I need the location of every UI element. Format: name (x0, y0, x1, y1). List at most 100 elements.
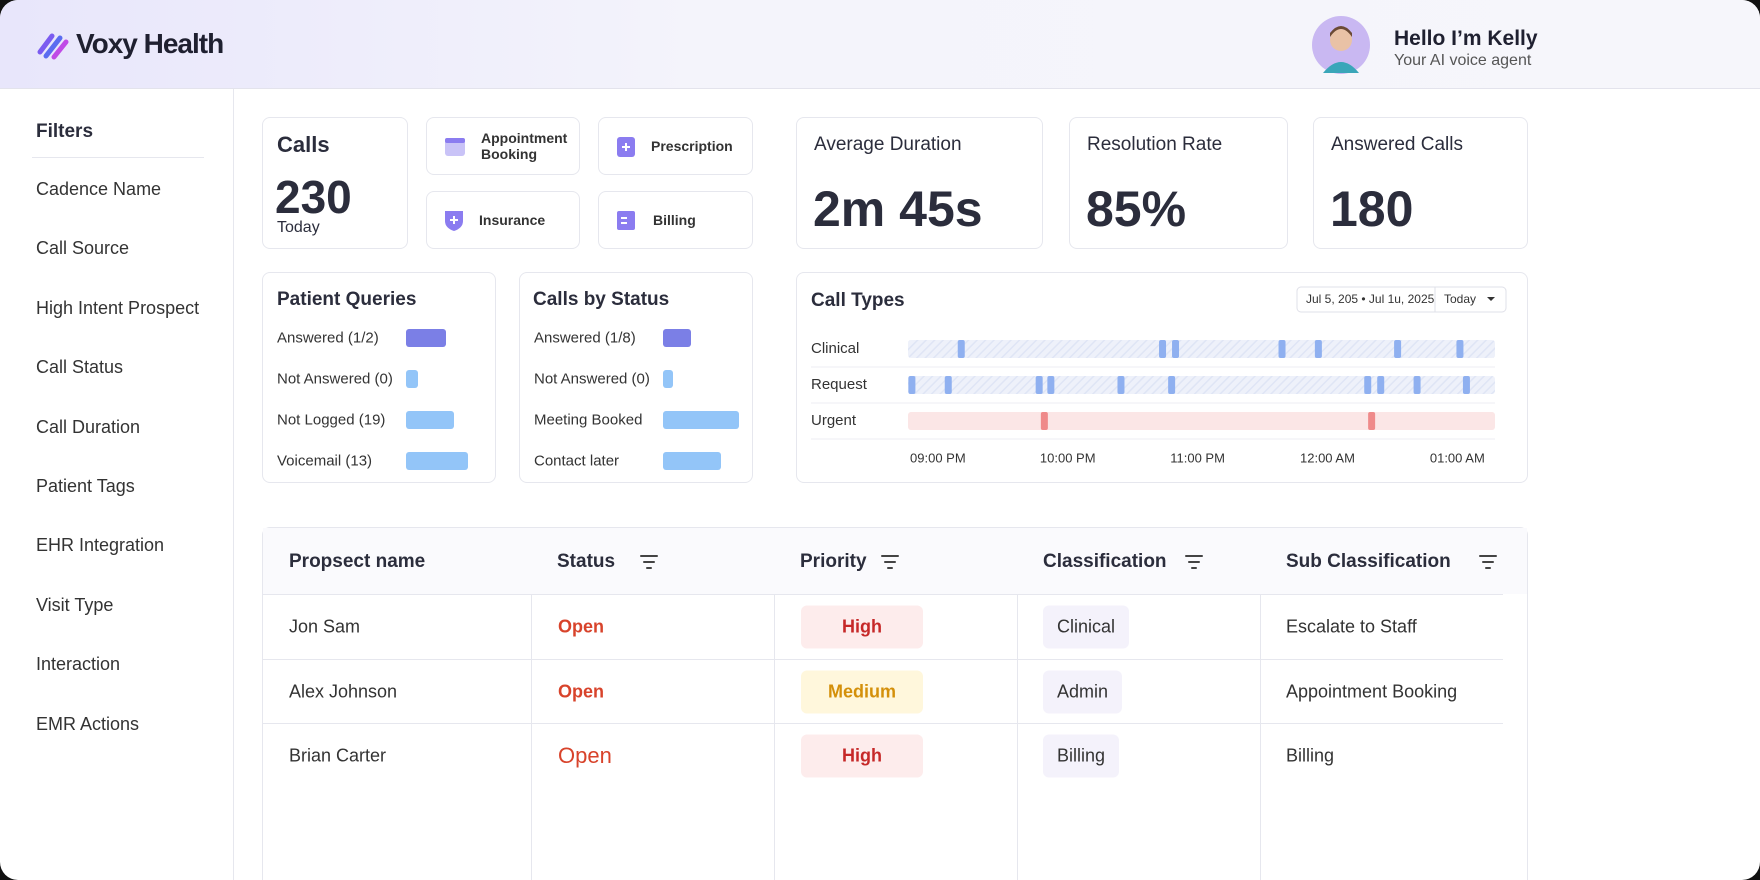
x-tick-label: 11:00 PM (1170, 450, 1225, 465)
filter-icon[interactable] (1478, 552, 1498, 572)
prospect-name: Brian Carter (289, 745, 387, 766)
event-mark (1314, 340, 1322, 358)
filter-icon[interactable] (880, 552, 900, 572)
category-label: Appointment Booking (481, 130, 568, 162)
classification-chip: Billing (1043, 734, 1120, 778)
row-divider (263, 723, 1503, 724)
prospect-name: Jon Sam (289, 616, 361, 637)
status-bar (663, 452, 721, 470)
filter-lines (881, 555, 899, 569)
brand: Voxy Health (76, 28, 224, 59)
calls-by-status-card: Calls by Status Answered (1/8) Not Answer… (519, 272, 753, 483)
agent-avatar (1312, 16, 1370, 74)
column-header: Sub Classification (1286, 551, 1451, 572)
sub-classification: Escalate to Staff (1286, 616, 1417, 637)
stat-value: 85% (1086, 181, 1187, 237)
status-bar (406, 411, 454, 429)
priority-badge: Medium (801, 670, 923, 713)
filter-icon[interactable] (639, 552, 659, 572)
sidebar: Filters Cadence Name Call Source High Inte… (0, 89, 234, 880)
dropdown-caret (1487, 297, 1495, 301)
call-types-card: Call Types Jul 5, 205 • Jul 1u, 2025 Tod… (796, 272, 1528, 483)
period-select[interactable]: Today (1444, 292, 1476, 306)
event-mark (908, 376, 916, 394)
column-divider (531, 528, 532, 880)
divider (32, 157, 204, 158)
sub-classification: Billing (1286, 745, 1335, 766)
chart-title: Call Types (811, 290, 905, 311)
calendar-icon (445, 138, 465, 156)
calls-period: Today (277, 219, 320, 236)
category-tile[interactable]: Billing (598, 191, 753, 249)
status-bar (406, 329, 446, 347)
filter-item[interactable]: High Intent Prospect (36, 297, 200, 318)
column-header: Classification (1043, 551, 1167, 572)
x-tick-label: 10:00 PM (1040, 450, 1096, 465)
row-divider (263, 594, 1503, 595)
sub-classification: Appointment Booking (1286, 681, 1458, 701)
status-label: Voicemail (13) (277, 452, 373, 470)
filter-icon[interactable] (1184, 552, 1204, 572)
filter-item[interactable]: Interaction (36, 654, 121, 675)
track (908, 376, 1495, 394)
event-mark (1413, 376, 1421, 394)
status-bar (663, 411, 739, 429)
category-tile[interactable]: Prescription (598, 117, 753, 175)
status-label: Not Answered (0) (534, 370, 650, 388)
filter-item[interactable]: Patient Tags (36, 476, 135, 496)
priority-badge: High (801, 734, 923, 778)
column-divider (774, 528, 775, 880)
logo-icon (37, 33, 69, 60)
filter-lines (640, 555, 658, 569)
filter-item[interactable]: Call Status (36, 357, 124, 378)
filter-lines (1185, 555, 1203, 569)
prospects-table: Propsect name Status Priority Classificatio… (262, 527, 1528, 880)
column-header: Priority (800, 551, 867, 572)
category-tile[interactable]: Appointment Booking (426, 117, 580, 175)
track (908, 412, 1495, 430)
calls-count: 230 (275, 171, 352, 223)
filter-item[interactable]: Call Duration (36, 416, 141, 437)
event-mark (1040, 412, 1048, 430)
filter-item[interactable]: Call Source (36, 238, 130, 259)
track (908, 340, 1495, 358)
shield-icon (445, 211, 463, 231)
status-label: Meeting Booked (534, 411, 643, 429)
stat-value: 180 (1330, 181, 1414, 237)
filter-item[interactable]: EHR Integration (36, 535, 165, 556)
stat-card: Average Duration 2m 45s (796, 117, 1043, 249)
filter-item[interactable]: Cadence Name (36, 179, 162, 199)
status-label: Answered (1/8) (534, 329, 636, 347)
event-mark (1168, 376, 1176, 394)
status-bar (406, 370, 418, 388)
event-mark (1278, 340, 1286, 358)
category-tile[interactable]: Insurance (426, 191, 580, 249)
agent-role: Your AI voice agent (1394, 52, 1532, 69)
filter-item[interactable]: Visit Type (36, 594, 114, 615)
bill-icon (617, 211, 635, 230)
stat-label: Resolution Rate (1087, 134, 1223, 155)
date-filter[interactable] (1296, 286, 1507, 313)
event-mark (1047, 376, 1055, 394)
stat-card: Answered Calls 180 (1313, 117, 1528, 249)
row-divider (263, 658, 1503, 660)
x-tick-label: 01:00 AM (1430, 450, 1485, 465)
category-label: Prescription (651, 138, 733, 154)
event-mark (1368, 412, 1376, 430)
status-bar (663, 329, 691, 347)
stat-value: 2m 45s (813, 181, 983, 237)
card-title: Calls by Status (533, 289, 670, 310)
filter-item[interactable]: EMR Actions (36, 713, 140, 734)
event-mark (957, 340, 965, 358)
event-mark (1364, 376, 1372, 394)
filter-lines (1479, 555, 1497, 569)
patient-queries-card: Patient Queries Answered (1/2) Not Answer… (262, 272, 496, 483)
card-title: Patient Queries (277, 289, 417, 310)
event-mark (1035, 376, 1043, 394)
category-label: Insurance (479, 212, 546, 228)
status: Open (558, 681, 605, 701)
event-mark (944, 376, 952, 394)
event-mark (1394, 340, 1402, 358)
event-mark (1462, 376, 1470, 394)
